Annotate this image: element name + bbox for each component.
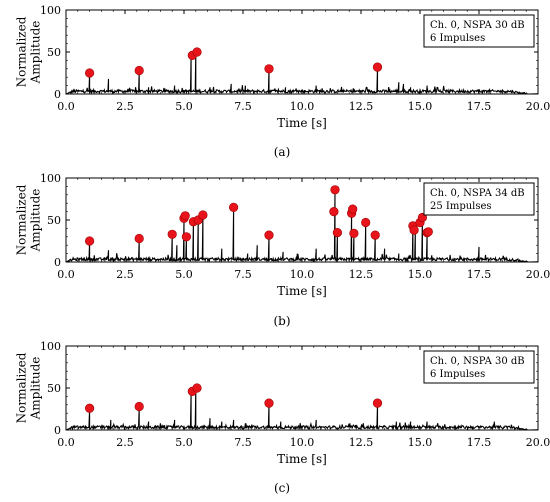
legend-box: [423, 350, 535, 384]
impulse-marker: [264, 64, 274, 74]
x-tick-label: 20.0: [526, 268, 550, 281]
signal-series: [66, 189, 538, 262]
impulse-marker: [84, 403, 95, 413]
legend-line-1: Ch. 0, NSPA 30 dB: [430, 356, 525, 367]
legend-box: [423, 14, 535, 48]
y-axis-title-line1: Normalized: [15, 184, 29, 255]
impulse-marker: [134, 401, 144, 412]
legend-line-1: Ch. 0, NSPA 30 dB: [430, 20, 525, 31]
impulse-marker: [84, 236, 95, 246]
impulse-marker: [84, 68, 95, 78]
x-tick-label: 5.0: [175, 436, 193, 449]
impulse-marker: [372, 62, 383, 72]
x-tick-label: 7.5: [234, 436, 252, 449]
legend-line-2: 25 Impulses: [430, 201, 492, 212]
y-tick-label: 50: [47, 214, 61, 227]
impulse-marker: [181, 232, 191, 242]
legend-line-1: Ch. 0, NSPA 34 dB: [430, 188, 525, 199]
impulse-marker: [348, 204, 358, 214]
x-tick-label: 5.0: [175, 100, 193, 113]
x-tick-label: 5.0: [175, 268, 193, 281]
signal-series: [66, 51, 538, 94]
chart-panel-b: 0.0 2.5 5.0 7.5 10.0 12.5 15.0 17.5 20.0050100No…: [15, 172, 550, 328]
legend-box: [423, 182, 535, 216]
x-tick-label: 20.0: [526, 436, 550, 449]
x-tick-label: 20.0: [526, 100, 550, 113]
y-tick-label: 100: [40, 340, 61, 353]
x-tick-label: 7.5: [234, 268, 252, 281]
impulse-marker: [167, 229, 177, 239]
x-tick-label: 17.5: [467, 436, 492, 449]
x-axis-title: Time [s]: [277, 284, 327, 298]
impulse-marker: [192, 383, 202, 393]
impulse-marker: [180, 211, 190, 221]
y-tick-label: 0: [54, 88, 61, 101]
impulse-marker: [329, 207, 339, 217]
x-tick-label: 10.0: [290, 268, 315, 281]
impulse-marker: [264, 398, 274, 408]
impulse-marker: [134, 65, 144, 76]
y-tick-label: 0: [54, 424, 61, 437]
x-tick-label: 7.5: [234, 100, 252, 113]
subfigure-caption: (b): [273, 314, 290, 328]
impulse-marker: [330, 185, 340, 195]
x-tick-label: 12.5: [349, 268, 374, 281]
chart-panel-a: 0.0 2.5 5.0 7.5 10.0 12.5 15.0 17.5 20.0050100No…: [15, 4, 550, 159]
y-axis-title-line1: Normalized: [15, 352, 29, 423]
x-axis-title: Time [s]: [277, 116, 327, 130]
impulse-marker: [423, 227, 433, 237]
impulse-marker: [370, 230, 380, 240]
subfigure-caption: (a): [274, 145, 291, 159]
y-tick-label: 50: [47, 46, 61, 59]
impulse-marker: [264, 230, 274, 240]
y-axis-title-line2: Amplitude: [28, 21, 42, 85]
y-tick-label: 0: [54, 256, 61, 269]
x-tick-label: 0.0: [57, 436, 75, 449]
x-tick-label: 12.5: [349, 436, 374, 449]
x-tick-label: 12.5: [349, 100, 374, 113]
y-tick-label: 100: [40, 172, 61, 185]
x-tick-label: 2.5: [116, 436, 134, 449]
impulse-marker: [409, 225, 419, 235]
y-axis-title-line2: Amplitude: [28, 357, 42, 421]
impulse-marker: [134, 233, 144, 244]
impulse-marker: [198, 210, 208, 220]
impulse-marker: [229, 202, 239, 212]
y-tick-label: 100: [40, 4, 61, 17]
y-axis-title: NormalizedAmplitude: [15, 184, 43, 255]
x-tick-label: 2.5: [116, 100, 134, 113]
y-axis-title: NormalizedAmplitude: [15, 16, 43, 87]
chart-panel-c: 0.0 2.5 5.0 7.5 10.0 12.5 15.0 17.5 20.0050100No…: [15, 340, 550, 495]
y-axis-title-line1: Normalized: [15, 16, 29, 87]
subfigure-caption: (c): [274, 481, 290, 495]
x-axis-title: Time [s]: [277, 452, 327, 466]
x-tick-label: 10.0: [290, 436, 315, 449]
x-tick-label: 17.5: [467, 268, 492, 281]
x-tick-label: 2.5: [116, 268, 134, 281]
legend-line-2: 6 Impulses: [430, 33, 485, 44]
impulse-marker: [332, 228, 343, 238]
y-axis-title-line2: Amplitude: [28, 189, 42, 253]
x-tick-label: 15.0: [408, 436, 433, 449]
x-tick-label: 10.0: [290, 100, 315, 113]
impulse-marker: [192, 47, 202, 57]
y-axis-title: NormalizedAmplitude: [15, 352, 43, 423]
signal-series: [66, 387, 538, 430]
impulse-marker: [361, 217, 371, 228]
x-tick-label: 17.5: [467, 100, 492, 113]
legend-line-2: 6 Impulses: [430, 369, 485, 380]
impulse-marker: [349, 228, 359, 238]
y-tick-label: 50: [47, 382, 61, 395]
x-tick-label: 0.0: [57, 268, 75, 281]
impulse-marker: [372, 398, 383, 408]
x-tick-label: 15.0: [408, 268, 433, 281]
x-tick-label: 15.0: [408, 100, 433, 113]
x-tick-label: 0.0: [57, 100, 75, 113]
